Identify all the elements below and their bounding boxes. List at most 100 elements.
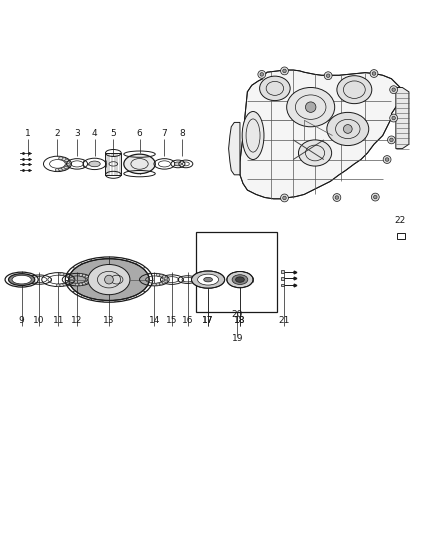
Circle shape (390, 138, 393, 142)
Ellipse shape (164, 278, 168, 281)
Ellipse shape (60, 284, 64, 286)
Ellipse shape (75, 283, 79, 286)
Ellipse shape (162, 276, 166, 278)
Ellipse shape (337, 76, 372, 103)
Ellipse shape (60, 273, 64, 276)
Ellipse shape (89, 161, 100, 167)
Ellipse shape (62, 167, 66, 170)
Ellipse shape (87, 280, 90, 282)
Text: 20: 20 (232, 310, 243, 319)
Circle shape (281, 67, 288, 75)
Circle shape (383, 156, 391, 164)
Ellipse shape (242, 111, 264, 159)
Ellipse shape (66, 282, 70, 285)
Circle shape (283, 69, 286, 72)
Circle shape (283, 196, 286, 200)
Text: 11: 11 (53, 317, 64, 326)
Ellipse shape (82, 282, 86, 285)
Ellipse shape (260, 76, 290, 101)
Ellipse shape (69, 277, 74, 279)
Circle shape (326, 74, 330, 77)
Circle shape (385, 158, 389, 161)
Ellipse shape (164, 277, 167, 279)
Text: 21: 21 (278, 317, 290, 326)
Ellipse shape (68, 281, 72, 284)
Circle shape (281, 194, 288, 202)
Circle shape (324, 72, 332, 79)
Polygon shape (240, 70, 403, 199)
Ellipse shape (87, 277, 90, 279)
Ellipse shape (174, 162, 181, 166)
Text: 4: 4 (92, 128, 97, 138)
Ellipse shape (64, 166, 68, 169)
Text: 17: 17 (202, 317, 214, 326)
Circle shape (372, 72, 376, 75)
Ellipse shape (87, 278, 91, 281)
Ellipse shape (66, 165, 70, 167)
Text: 14: 14 (148, 317, 160, 326)
Ellipse shape (298, 140, 332, 166)
Text: 18: 18 (234, 317, 246, 326)
Circle shape (335, 196, 339, 199)
Ellipse shape (63, 273, 67, 276)
Ellipse shape (55, 168, 60, 171)
Text: 1: 1 (25, 128, 31, 138)
Ellipse shape (59, 168, 63, 171)
Ellipse shape (79, 273, 82, 276)
Text: 5: 5 (110, 128, 116, 138)
Circle shape (370, 70, 378, 77)
Ellipse shape (156, 283, 160, 286)
Polygon shape (396, 87, 409, 149)
Bar (281, 277, 285, 280)
Ellipse shape (159, 274, 163, 277)
Circle shape (333, 193, 341, 201)
Ellipse shape (85, 281, 88, 284)
Circle shape (343, 125, 352, 133)
Text: 16: 16 (182, 317, 193, 326)
Circle shape (390, 86, 398, 94)
Text: 15: 15 (166, 317, 177, 326)
Bar (106, 153, 121, 175)
Polygon shape (229, 123, 240, 175)
Ellipse shape (88, 264, 130, 295)
Ellipse shape (69, 280, 74, 282)
Ellipse shape (66, 163, 71, 165)
Ellipse shape (232, 274, 248, 285)
Ellipse shape (70, 278, 74, 281)
Ellipse shape (82, 274, 86, 277)
Bar (281, 270, 285, 273)
Ellipse shape (85, 276, 88, 278)
Text: 13: 13 (103, 317, 115, 326)
Ellipse shape (152, 283, 156, 286)
Text: 7: 7 (162, 128, 167, 138)
Ellipse shape (69, 259, 149, 301)
Bar (397, 233, 405, 239)
Circle shape (392, 116, 396, 120)
Ellipse shape (156, 273, 160, 276)
Ellipse shape (9, 274, 35, 286)
Circle shape (305, 102, 316, 112)
Ellipse shape (62, 158, 66, 160)
Ellipse shape (64, 159, 68, 161)
Text: 12: 12 (71, 317, 83, 326)
Circle shape (388, 136, 396, 144)
Text: 2: 2 (55, 128, 60, 138)
Circle shape (390, 114, 398, 122)
Circle shape (374, 195, 377, 199)
Text: 22: 22 (395, 216, 406, 225)
Text: 3: 3 (74, 128, 80, 138)
Ellipse shape (124, 154, 155, 174)
Ellipse shape (327, 112, 369, 146)
Ellipse shape (56, 284, 60, 287)
Bar (196, 231, 277, 312)
Ellipse shape (236, 277, 244, 282)
Ellipse shape (79, 283, 82, 286)
Ellipse shape (66, 161, 70, 163)
Text: 19: 19 (232, 334, 243, 343)
Ellipse shape (287, 87, 335, 127)
Text: 10: 10 (33, 317, 45, 326)
Ellipse shape (227, 271, 253, 288)
Ellipse shape (159, 282, 163, 285)
Text: 18: 18 (234, 317, 246, 326)
Text: 17: 17 (202, 317, 214, 326)
